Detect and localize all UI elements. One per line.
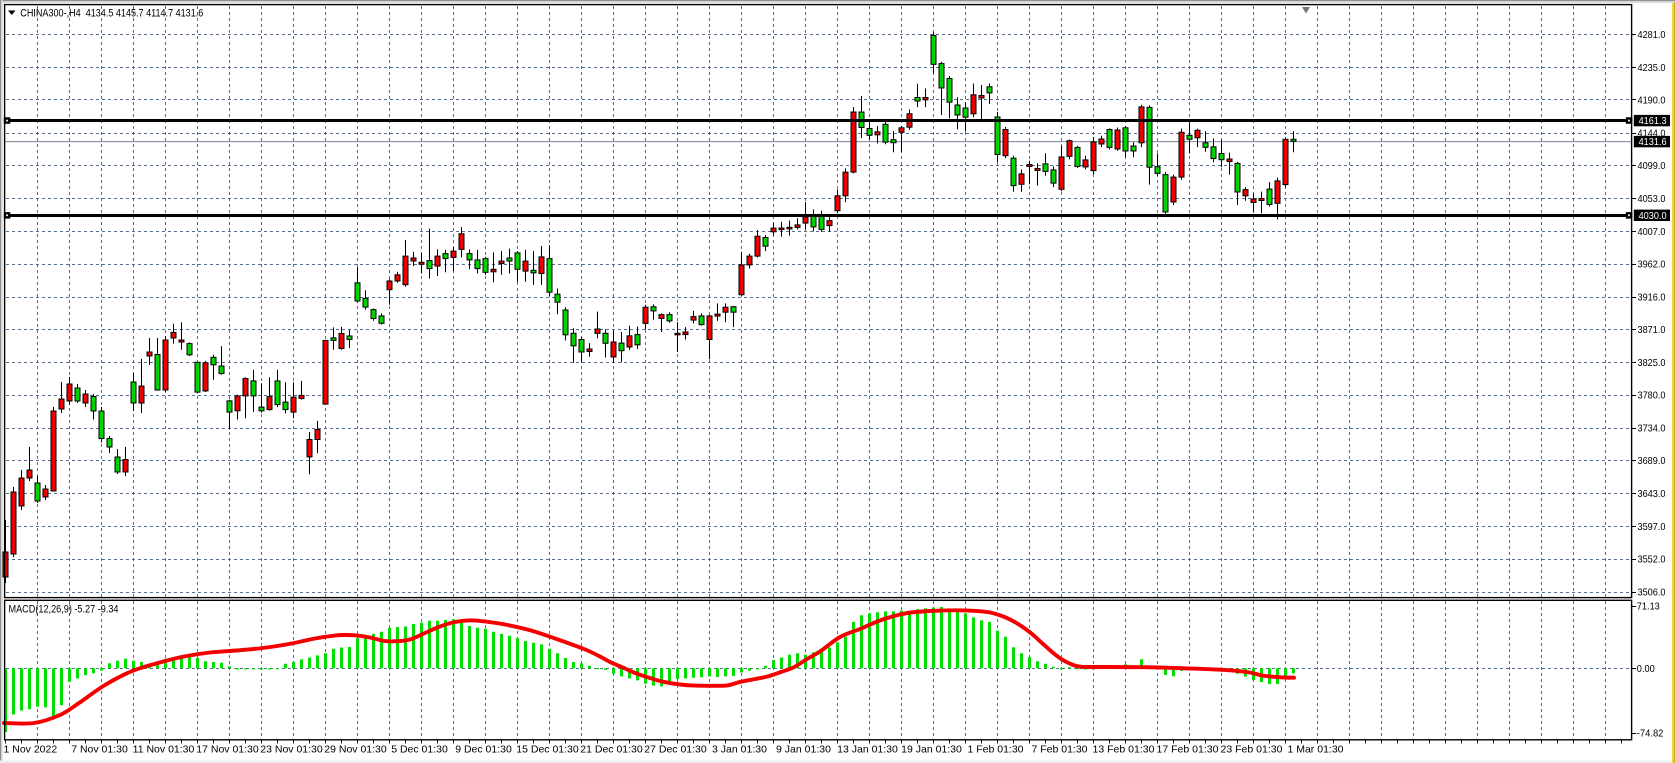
- svg-text:7 Feb 01:30: 7 Feb 01:30: [1031, 743, 1087, 755]
- svg-text:4099.0: 4099.0: [1638, 161, 1666, 172]
- svg-text:3871.0: 3871.0: [1638, 325, 1666, 336]
- svg-text:4235.0: 4235.0: [1638, 63, 1666, 74]
- svg-text:15 Dec 01:30: 15 Dec 01:30: [516, 743, 579, 755]
- svg-text:MACD(12,26,9) -5.27 -9.34: MACD(12,26,9) -5.27 -9.34: [9, 603, 119, 615]
- svg-text:7 Nov 01:30: 7 Nov 01:30: [71, 743, 128, 755]
- svg-text:3597.0: 3597.0: [1638, 522, 1666, 533]
- svg-text:3506.0: 3506.0: [1638, 588, 1666, 599]
- svg-text:13 Feb 01:30: 13 Feb 01:30: [1093, 743, 1155, 755]
- svg-text:3734.0: 3734.0: [1638, 424, 1666, 435]
- svg-text:3643.0: 3643.0: [1638, 489, 1666, 500]
- svg-text:3 Jan 01:30: 3 Jan 01:30: [712, 743, 767, 755]
- svg-text:4030.0: 4030.0: [1639, 211, 1667, 222]
- svg-text:9 Dec 01:30: 9 Dec 01:30: [455, 743, 512, 755]
- svg-text:4281.0: 4281.0: [1638, 30, 1666, 41]
- svg-text:-74.82: -74.82: [1637, 729, 1664, 740]
- svg-text:5 Dec 01:30: 5 Dec 01:30: [391, 743, 448, 755]
- svg-text:13 Jan 01:30: 13 Jan 01:30: [837, 743, 898, 755]
- svg-text:3780.0: 3780.0: [1638, 391, 1666, 402]
- svg-text:11 Nov 01:30: 11 Nov 01:30: [133, 743, 195, 755]
- svg-text:23 Nov 01:30: 23 Nov 01:30: [260, 743, 323, 755]
- svg-text:3689.0: 3689.0: [1638, 456, 1666, 467]
- svg-text:21 Dec 01:30: 21 Dec 01:30: [580, 743, 643, 755]
- svg-text:3962.0: 3962.0: [1638, 260, 1666, 271]
- svg-text:27 Dec 01:30: 27 Dec 01:30: [644, 743, 707, 755]
- svg-text:3552.0: 3552.0: [1638, 555, 1666, 566]
- svg-text:1 Feb 01:30: 1 Feb 01:30: [967, 743, 1023, 755]
- svg-text:29 Nov 01:30: 29 Nov 01:30: [324, 743, 387, 755]
- svg-text:CHINA300-,H4 4134.5 4145.7 41: CHINA300-,H4 4134.5 4145.7 4114.7 4131.6: [20, 7, 203, 19]
- svg-text:19 Jan 01:30: 19 Jan 01:30: [901, 743, 962, 755]
- svg-text:4131.6: 4131.6: [1639, 137, 1667, 148]
- svg-text:4161.3: 4161.3: [1639, 116, 1667, 127]
- svg-text:4053.0: 4053.0: [1638, 194, 1666, 205]
- svg-text:17 Feb 01:30: 17 Feb 01:30: [1157, 743, 1219, 755]
- svg-text:4190.0: 4190.0: [1638, 95, 1666, 106]
- svg-text:1 Mar 01:30: 1 Mar 01:30: [1287, 743, 1343, 755]
- svg-text:3825.0: 3825.0: [1638, 358, 1666, 369]
- svg-text:4144.0: 4144.0: [1638, 129, 1666, 140]
- svg-text:17 Nov 01:30: 17 Nov 01:30: [196, 743, 259, 755]
- svg-text:71.13: 71.13: [1637, 602, 1660, 613]
- svg-text:4007.0: 4007.0: [1638, 227, 1666, 238]
- svg-text:9 Jan 01:30: 9 Jan 01:30: [776, 743, 831, 755]
- svg-text:23 Feb 01:30: 23 Feb 01:30: [1221, 743, 1283, 755]
- svg-text:0.00: 0.00: [1637, 664, 1655, 675]
- svg-text:1 Nov 2022: 1 Nov 2022: [4, 743, 58, 755]
- svg-text:3916.0: 3916.0: [1638, 293, 1666, 304]
